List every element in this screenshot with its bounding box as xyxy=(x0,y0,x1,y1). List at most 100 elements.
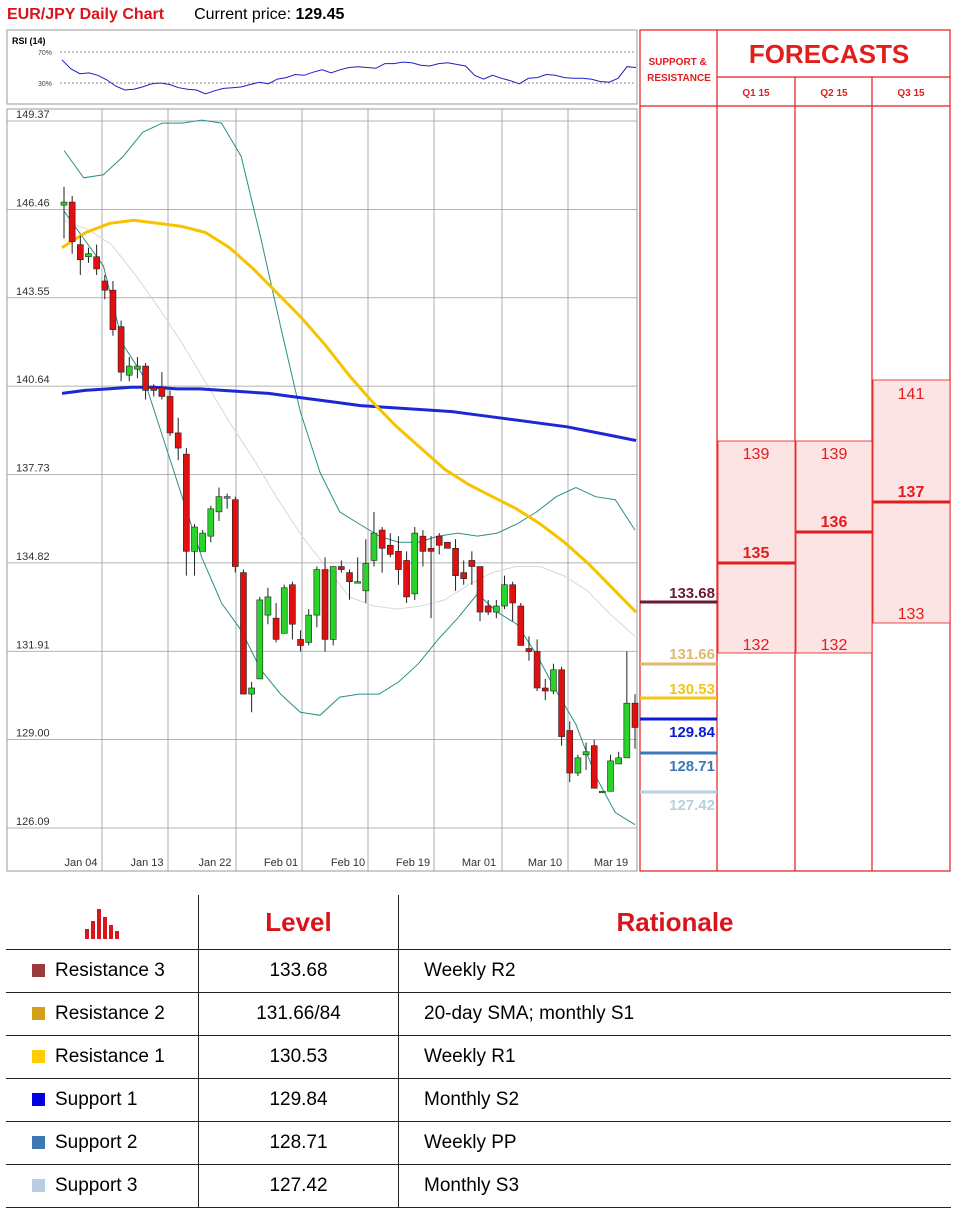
level-name-cell: Resistance 1 xyxy=(6,1035,199,1079)
sr-level-value: 133.68 xyxy=(669,585,715,602)
candle xyxy=(289,581,296,640)
candle-body xyxy=(403,560,410,598)
level-color-swatch xyxy=(32,1007,45,1020)
level-name: Resistance 1 xyxy=(55,1046,165,1067)
candle xyxy=(631,694,639,749)
sr-level-6: 127.42 xyxy=(640,790,717,814)
candle xyxy=(77,235,84,275)
level-rationale: Weekly R2 xyxy=(398,949,951,993)
x-tick-label: Jan 13 xyxy=(130,857,163,869)
support-resistance-header-line1: SUPPORT & xyxy=(648,57,706,68)
candle xyxy=(60,186,68,239)
sr-level-value: 127.42 xyxy=(669,797,715,814)
price-chart: 149.37 146.46 143.55 140.64 137.73 134.82 131.… xyxy=(6,108,639,872)
forecast-q2-mid: 136 xyxy=(821,514,848,531)
candle xyxy=(395,536,402,585)
candle-body xyxy=(541,687,549,692)
candle xyxy=(280,584,288,634)
candle xyxy=(517,602,525,646)
candle xyxy=(427,536,435,619)
candle-body xyxy=(338,566,345,570)
y-tick-label: 146.46 xyxy=(16,197,50,209)
level-color-swatch xyxy=(32,1050,45,1063)
x-tick-label: Jan 04 xyxy=(64,857,97,869)
rsi-line xyxy=(61,59,637,95)
level-value: 130.53 xyxy=(198,1035,399,1079)
candle-body xyxy=(623,702,631,759)
candle-body xyxy=(419,535,427,552)
candle-body xyxy=(509,584,516,604)
forecast-q3-mid: 137 xyxy=(898,484,925,501)
candle-body xyxy=(378,529,386,549)
y-tick-label: 137.73 xyxy=(16,463,50,475)
candle-body xyxy=(370,532,378,561)
x-tick-label: Feb 10 xyxy=(331,857,365,869)
candle-body xyxy=(427,547,435,552)
candle-body xyxy=(174,432,182,449)
table-row: Support 3 127.42 Monthly S3 xyxy=(6,1164,951,1208)
forecasts-title: FORECASTS xyxy=(749,39,909,69)
candle-body xyxy=(444,541,451,549)
chart-title: EUR/JPY Daily Chart xyxy=(7,6,165,23)
y-tick-label: 126.09 xyxy=(16,816,50,828)
level-value: 127.42 xyxy=(198,1164,399,1208)
level-name-cell: Support 2 xyxy=(6,1121,199,1165)
candle-body xyxy=(215,496,223,513)
x-tick-label: Feb 01 xyxy=(264,857,298,869)
candle-body xyxy=(305,614,313,643)
x-tick-label: Mar 01 xyxy=(462,857,496,869)
candlesticks xyxy=(60,186,639,794)
candle xyxy=(191,524,198,576)
candle-body xyxy=(313,569,321,616)
rsi-label: RSI (14) xyxy=(12,36,46,46)
level-rationale: Monthly S3 xyxy=(398,1164,951,1208)
candle-body xyxy=(280,587,288,634)
level-color-swatch xyxy=(32,1136,45,1149)
candle xyxy=(525,636,533,661)
candle xyxy=(232,496,239,573)
candle xyxy=(444,541,451,549)
candle xyxy=(297,630,304,652)
y-tick-label: 131.91 xyxy=(16,639,50,651)
forecast-panel: SUPPORT & RESISTANCE FORECASTS Q1 15 Q2 … xyxy=(639,29,951,872)
candle-body xyxy=(476,566,484,613)
candle-body xyxy=(68,201,76,242)
rsi-level-30: 30% xyxy=(38,81,52,88)
forecast-q1-low: 132 xyxy=(743,637,770,654)
candle-body xyxy=(321,569,329,640)
current-price-label: Current price: xyxy=(194,6,292,23)
candle-body xyxy=(117,326,125,373)
y-tick-label: 134.82 xyxy=(16,551,50,563)
candle xyxy=(452,539,459,591)
forecast-q2-low: 132 xyxy=(821,637,848,654)
candle-body xyxy=(590,745,598,789)
sr-level-5: 128.71 xyxy=(640,751,717,775)
forecast-col-q1: Q1 15 xyxy=(742,88,770,99)
candle xyxy=(215,487,223,521)
candle-body xyxy=(207,508,215,537)
forecast-q3-high: 141 xyxy=(898,386,925,403)
candle-body xyxy=(158,387,166,397)
candle-body xyxy=(550,669,557,692)
table-row: Resistance 1 130.53 Weekly R1 xyxy=(6,1035,951,1079)
sr-level-2: 131.66 xyxy=(640,646,717,666)
candle-body xyxy=(607,760,614,792)
sr-level-value: 128.71 xyxy=(669,758,715,775)
x-tick-label: Jan 22 xyxy=(198,857,231,869)
level-name: Support 3 xyxy=(55,1175,138,1196)
candle xyxy=(354,557,361,584)
candle-body xyxy=(566,730,574,774)
forecast-q1-mid: 135 xyxy=(743,545,770,562)
sr-level-value: 129.84 xyxy=(669,724,716,741)
candle xyxy=(574,754,582,777)
forecast-q1-high: 139 xyxy=(743,446,770,463)
y-axis-labels: 149.37 146.46 143.55 140.64 137.73 134.82 131.… xyxy=(16,109,50,828)
table-row: Resistance 3 133.68 Weekly R2 xyxy=(6,949,951,993)
rationale-column-header: Rationale xyxy=(398,895,951,950)
sma-yellow-line xyxy=(61,218,638,614)
candle xyxy=(403,551,410,603)
candle-body xyxy=(411,532,419,595)
candle-body xyxy=(484,605,492,613)
candle-body xyxy=(93,256,100,270)
level-name: Resistance 2 xyxy=(55,1003,165,1024)
